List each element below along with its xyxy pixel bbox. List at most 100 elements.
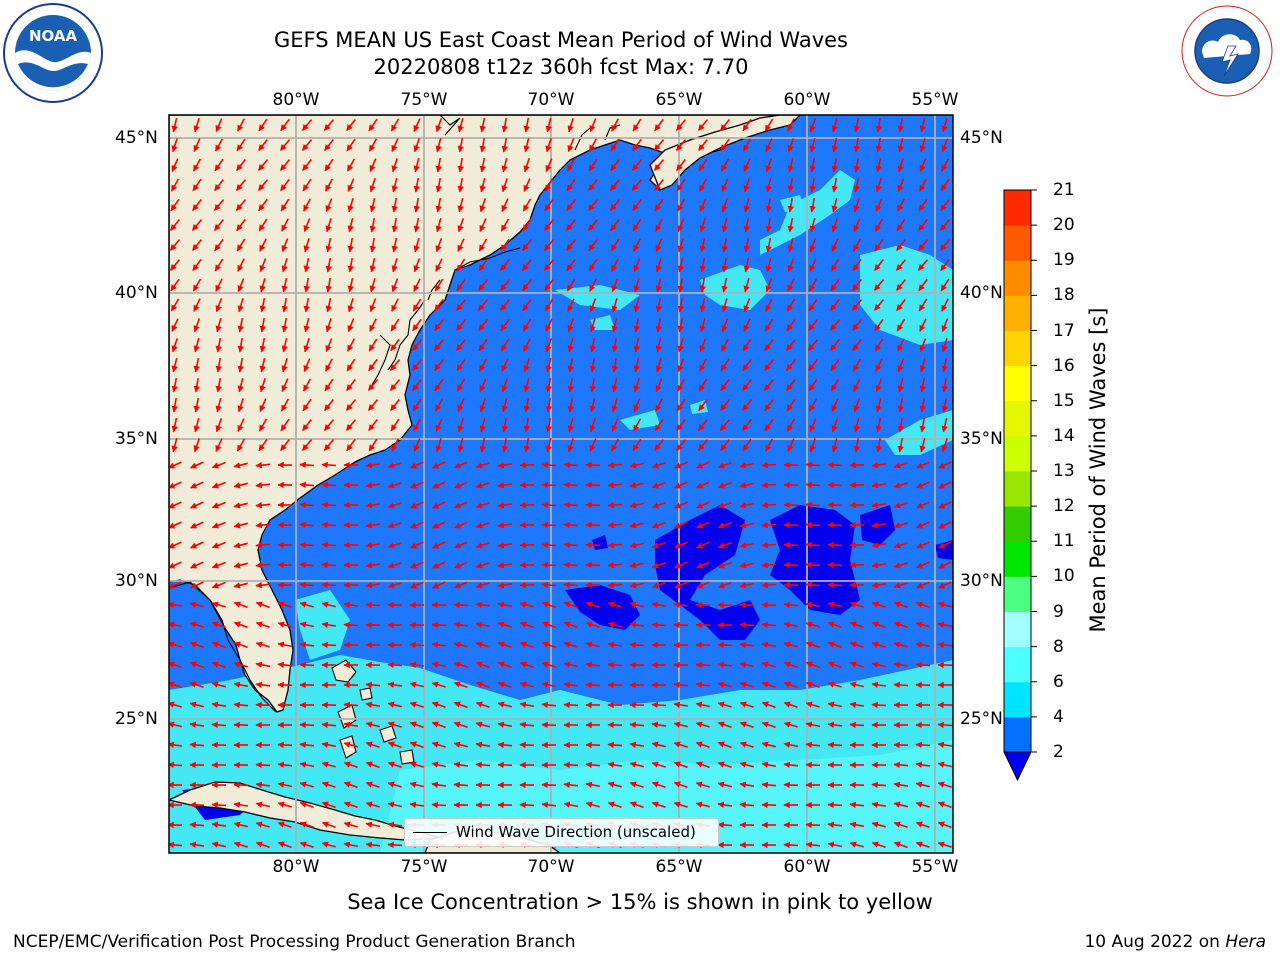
wind-wave-arrow bbox=[698, 178, 708, 192]
colorbar-tick-label: 6 bbox=[1053, 671, 1064, 692]
wind-wave-arrow bbox=[631, 179, 643, 191]
wind-wave-arrow bbox=[871, 601, 886, 609]
wind-wave-arrow bbox=[523, 338, 531, 352]
wind-wave-arrow bbox=[432, 581, 446, 589]
wind-wave-arrow bbox=[347, 298, 354, 313]
wind-wave-arrow bbox=[853, 378, 861, 392]
wind-wave-arrow bbox=[325, 277, 332, 293]
wind-wave-arrow bbox=[743, 298, 751, 313]
wind-wave-arrow bbox=[544, 198, 554, 212]
wind-wave-arrow bbox=[937, 721, 953, 729]
wind-wave-arrow bbox=[544, 219, 554, 232]
wind-wave-arrow bbox=[347, 278, 354, 293]
wind-wave-arrow bbox=[697, 119, 709, 131]
wind-wave-arrow bbox=[211, 461, 226, 469]
wind-wave-arrow bbox=[479, 178, 486, 193]
wind-wave-arrow bbox=[763, 359, 775, 371]
wind-wave-arrow bbox=[897, 158, 904, 173]
wind-wave-arrow bbox=[919, 397, 926, 413]
wind-wave-arrow bbox=[761, 501, 777, 509]
wind-wave-arrow bbox=[739, 482, 754, 489]
wind-wave-arrow bbox=[699, 218, 706, 233]
wind-wave-arrow bbox=[497, 721, 513, 728]
wind-wave-arrow bbox=[674, 541, 688, 549]
wind-wave-arrow bbox=[563, 581, 579, 589]
wind-wave-arrow bbox=[171, 338, 179, 353]
wind-wave-arrow bbox=[431, 621, 447, 629]
colorbar-tick-label: 12 bbox=[1053, 496, 1075, 517]
wind-wave-arrow bbox=[743, 237, 750, 253]
wind-wave-arrow bbox=[829, 299, 841, 311]
wind-wave-arrow bbox=[409, 641, 425, 649]
wind-wave-arrow bbox=[321, 581, 337, 589]
wind-wave-arrow bbox=[190, 561, 204, 569]
wind-wave-arrow bbox=[651, 481, 666, 489]
x-tick-bottom: 80°W bbox=[272, 857, 320, 877]
wind-wave-arrow bbox=[365, 681, 381, 689]
wind-wave-arrow bbox=[369, 278, 376, 293]
wind-wave-arrow bbox=[346, 119, 356, 132]
wind-wave-arrow bbox=[497, 542, 513, 549]
wind-wave-arrow bbox=[324, 158, 334, 172]
wind-wave-arrow bbox=[497, 522, 513, 529]
wind-wave-arrow bbox=[215, 118, 223, 132]
wind-wave-arrow bbox=[852, 258, 862, 272]
wind-wave-arrow bbox=[875, 378, 883, 393]
wind-wave-arrow bbox=[607, 561, 623, 569]
wind-wave-arrow bbox=[699, 338, 707, 353]
y-tick-left: 45°N bbox=[115, 128, 158, 148]
wind-wave-arrow bbox=[435, 217, 442, 233]
wind-wave-arrow bbox=[169, 561, 182, 569]
wind-wave-arrow bbox=[281, 378, 289, 392]
wind-wave-arrow bbox=[303, 338, 310, 353]
wind-wave-arrow bbox=[897, 377, 904, 393]
wind-wave-arrow bbox=[501, 417, 508, 433]
wind-wave-arrow bbox=[654, 439, 664, 452]
wind-wave-arrow bbox=[765, 197, 772, 213]
wind-wave-arrow bbox=[369, 318, 377, 332]
wind-wave-arrow bbox=[721, 218, 728, 233]
wind-wave-arrow bbox=[651, 581, 666, 589]
wind-wave-arrow bbox=[454, 501, 468, 509]
wind-wave-arrow bbox=[545, 417, 552, 433]
wind-wave-arrow bbox=[475, 621, 491, 628]
wind-wave-arrow bbox=[477, 319, 489, 331]
wind-wave-arrow bbox=[255, 681, 271, 689]
wind-wave-arrow bbox=[413, 438, 421, 452]
wind-wave-arrow bbox=[541, 661, 556, 668]
wind-wave-arrow bbox=[453, 681, 468, 689]
wind-wave-arrow bbox=[563, 641, 578, 648]
wind-wave-arrow bbox=[519, 801, 535, 809]
wind-wave-arrow bbox=[457, 157, 464, 173]
wind-wave-arrow bbox=[743, 257, 750, 273]
wind-wave-arrow bbox=[587, 219, 599, 231]
wind-wave-arrow bbox=[456, 378, 466, 392]
wind-wave-arrow bbox=[478, 338, 488, 352]
wind-wave-arrow bbox=[365, 482, 381, 489]
wind-wave-arrow bbox=[567, 438, 574, 453]
wind-wave-arrow bbox=[629, 721, 645, 729]
wind-wave-arrow bbox=[169, 481, 182, 489]
wind-wave-arrow bbox=[477, 299, 489, 311]
wind-wave-arrow bbox=[522, 298, 532, 312]
wind-wave-arrow bbox=[697, 419, 709, 431]
wind-wave-arrow bbox=[477, 279, 489, 291]
wind-wave-arrow bbox=[237, 357, 244, 373]
x-tick-top: 75°W bbox=[400, 90, 448, 110]
wind-wave-arrow bbox=[785, 339, 797, 351]
wind-wave-arrow bbox=[783, 701, 798, 709]
wind-wave-arrow bbox=[259, 317, 266, 333]
wind-wave-arrow bbox=[783, 641, 799, 648]
wind-wave-arrow bbox=[895, 259, 907, 271]
wind-wave-arrow bbox=[849, 661, 864, 668]
wind-wave-arrow bbox=[717, 541, 732, 549]
wind-wave-arrow bbox=[633, 398, 641, 412]
wind-wave-arrow bbox=[214, 238, 224, 252]
wind-wave-arrow bbox=[567, 138, 575, 153]
wind-wave-arrow bbox=[765, 158, 773, 173]
wind-wave-arrow bbox=[233, 582, 248, 589]
wind-wave-arrow bbox=[677, 297, 684, 313]
wind-wave-arrow bbox=[589, 418, 596, 433]
wind-wave-arrow bbox=[431, 721, 446, 729]
colorbar-segment bbox=[1004, 225, 1031, 261]
